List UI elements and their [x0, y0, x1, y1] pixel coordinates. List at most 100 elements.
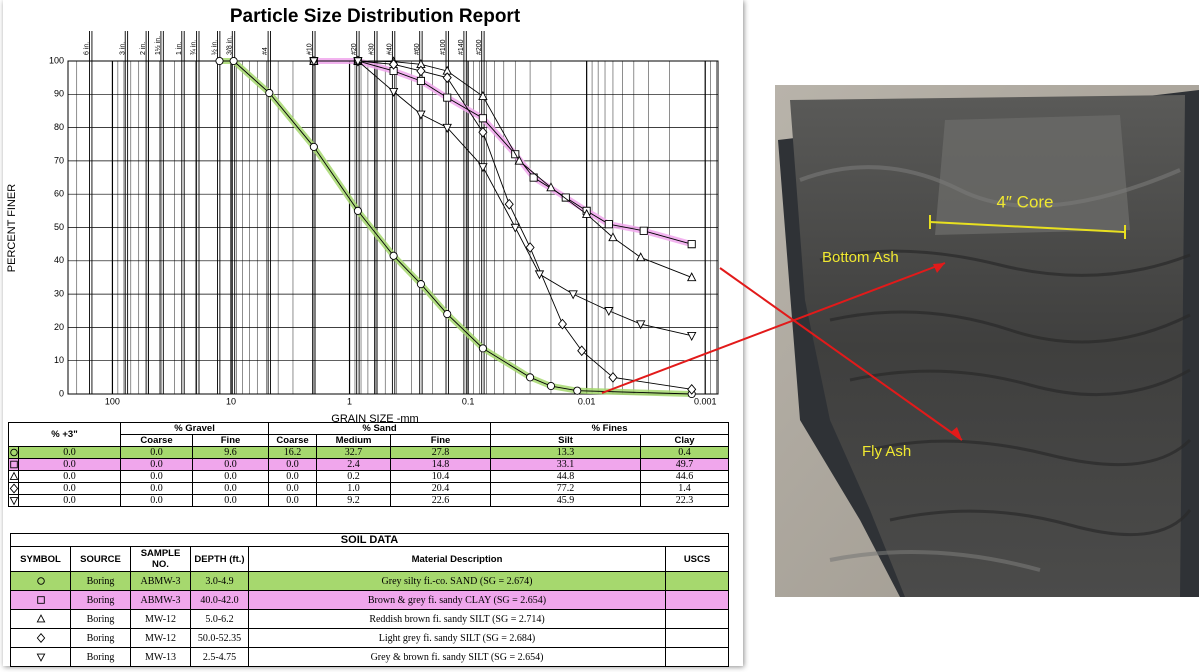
data-cell: 0.0	[121, 459, 193, 471]
marker	[688, 241, 695, 248]
data-row: 0.00.00.00.09.222.645.922.3	[9, 495, 729, 507]
data-cell: 0.0	[121, 495, 193, 507]
data-cell: 0.0	[121, 483, 193, 495]
symbol	[34, 631, 48, 645]
data-cell: ABMW-3	[131, 591, 191, 610]
fly-ash-label: Fly Ash	[862, 443, 911, 460]
y-tick-label: 90	[54, 89, 64, 99]
data-cell: 0.0	[269, 483, 317, 495]
x-tick-label: 1	[347, 396, 352, 406]
photo-core-top	[935, 115, 1130, 235]
data-cell: 45.9	[491, 495, 641, 507]
marker	[230, 57, 237, 64]
header-cell: SAMPLE NO.	[131, 547, 191, 572]
subheader-cell: Medium	[317, 435, 391, 447]
sieve-label: #60	[414, 43, 421, 55]
data-cell: 5.0-6.2	[191, 610, 249, 629]
data-cell: 44.8	[491, 471, 641, 483]
marker	[10, 484, 17, 493]
marker	[37, 597, 44, 604]
data-cell: 13.3	[491, 447, 641, 459]
marker	[444, 310, 451, 317]
data-cell: 10.4	[391, 471, 491, 483]
sieve-label: #20	[351, 43, 358, 55]
marker	[547, 382, 554, 389]
marker	[479, 115, 486, 122]
data-cell: 0.0	[193, 483, 269, 495]
bottom-ash-label: Bottom Ash	[822, 249, 899, 266]
marker	[266, 89, 273, 96]
table-title: SOIL DATA	[11, 534, 729, 547]
subheader-cell: Coarse	[269, 435, 317, 447]
data-cell: 0.0	[269, 495, 317, 507]
header-row: SYMBOLSOURCESAMPLE NO.DEPTH (ft.)Materia…	[11, 547, 729, 572]
core-label: 4″ Core	[996, 192, 1053, 211]
marker	[390, 252, 397, 259]
data-cell: 0.0	[19, 495, 121, 507]
marker	[216, 57, 223, 64]
data-cell: 1.0	[317, 483, 391, 495]
marker	[10, 498, 17, 505]
data-cell: 0.2	[317, 471, 391, 483]
symbol-cell	[11, 648, 71, 667]
data-cell: 49.7	[641, 459, 729, 471]
chart-title: Particle Size Distribution Report	[230, 6, 521, 27]
marker	[574, 387, 581, 394]
data-cell: 50.0-52.35	[191, 629, 249, 648]
symbol	[34, 612, 48, 626]
data-cell: MW-12	[131, 610, 191, 629]
marker	[479, 345, 486, 352]
data-cell: 20.4	[391, 483, 491, 495]
data-row: BoringABMW-340.0-42.0Brown & grey fi. sa…	[11, 591, 729, 610]
data-cell: 32.7	[317, 447, 391, 459]
sieve-label: #4	[262, 47, 269, 55]
data-cell: Light grey fi. sandy SILT (SG = 2.684)	[249, 629, 666, 648]
data-cell: Boring	[71, 591, 131, 610]
data-cell: 0.0	[269, 471, 317, 483]
sieve-label: #40	[386, 43, 393, 55]
data-cell: 0.0	[269, 459, 317, 471]
marker	[37, 578, 44, 585]
x-tick-label: 0.01	[578, 396, 596, 406]
symbol-cell	[9, 483, 19, 495]
marker	[605, 221, 612, 228]
data-cell: Grey & brown fi. sandy SILT (SG = 2.654)	[249, 648, 666, 667]
symbol	[9, 447, 19, 458]
data-cell: 1.4	[641, 483, 729, 495]
header-cell: SOURCE	[71, 547, 131, 572]
y-tick-label: 20	[54, 322, 64, 332]
data-cell: Brown & grey fi. sandy CLAY (SG = 2.654)	[249, 591, 666, 610]
header-row: % +3"% Gravel% Sand% Fines	[9, 423, 729, 435]
sieve-label: ¾ in.	[191, 40, 198, 55]
y-tick-label: 100	[49, 55, 64, 65]
data-cell: 0.0	[19, 471, 121, 483]
sieve-label: 3 in.	[119, 42, 126, 55]
data-cell: 16.2	[269, 447, 317, 459]
subheader-cell: Silt	[491, 435, 641, 447]
data-cell: Boring	[71, 610, 131, 629]
sieve-label: #200	[476, 39, 483, 55]
y-tick-label: 10	[54, 355, 64, 365]
marker	[37, 615, 44, 622]
data-cell: 0.0	[193, 471, 269, 483]
empty-cell	[666, 648, 729, 667]
subheader-cell: Clay	[641, 435, 729, 447]
data-cell: Boring	[71, 572, 131, 591]
subheader-cell: Coarse	[121, 435, 193, 447]
soil-table: SOIL DATASYMBOLSOURCESAMPLE NO.DEPTH (ft…	[10, 533, 729, 667]
x-tick-label: 0.1	[462, 396, 475, 406]
marker	[417, 77, 424, 84]
data-cell: 2.5-4.75	[191, 648, 249, 667]
x-tick-label: 100	[105, 396, 120, 406]
marker	[37, 654, 44, 661]
data-cell: 0.0	[121, 447, 193, 459]
subheader-cell: Fine	[391, 435, 491, 447]
page: Particle Size Distribution Report GRAIN …	[0, 0, 1199, 672]
data-cell: Boring	[71, 648, 131, 667]
symbol	[9, 483, 19, 494]
